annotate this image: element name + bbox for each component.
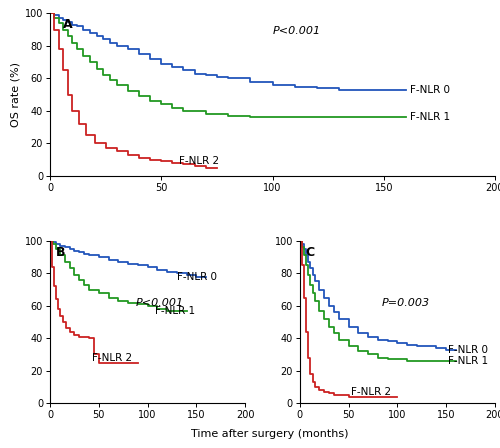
Text: P<0.001: P<0.001 — [136, 297, 184, 308]
Text: B: B — [56, 246, 66, 258]
Text: F-NLR 1: F-NLR 1 — [410, 112, 451, 122]
Text: F-NLR 1: F-NLR 1 — [448, 356, 488, 366]
Text: F-NLR 2: F-NLR 2 — [92, 353, 132, 363]
Text: P<0.001: P<0.001 — [272, 26, 320, 36]
Text: F-NLR 0: F-NLR 0 — [448, 345, 488, 355]
Text: F-NLR 1: F-NLR 1 — [156, 306, 196, 316]
Y-axis label: OS rate (%): OS rate (%) — [10, 62, 20, 127]
Text: C: C — [306, 246, 315, 258]
Text: F-NLR 2: F-NLR 2 — [179, 156, 219, 166]
Text: F-NLR 0: F-NLR 0 — [410, 85, 451, 95]
Text: F-NLR 2: F-NLR 2 — [350, 387, 391, 397]
Text: Time after surgery (months): Time after surgery (months) — [191, 429, 349, 439]
Text: A: A — [64, 18, 73, 31]
Text: P=0.003: P=0.003 — [382, 297, 430, 308]
Text: F-NLR 0: F-NLR 0 — [177, 271, 217, 281]
